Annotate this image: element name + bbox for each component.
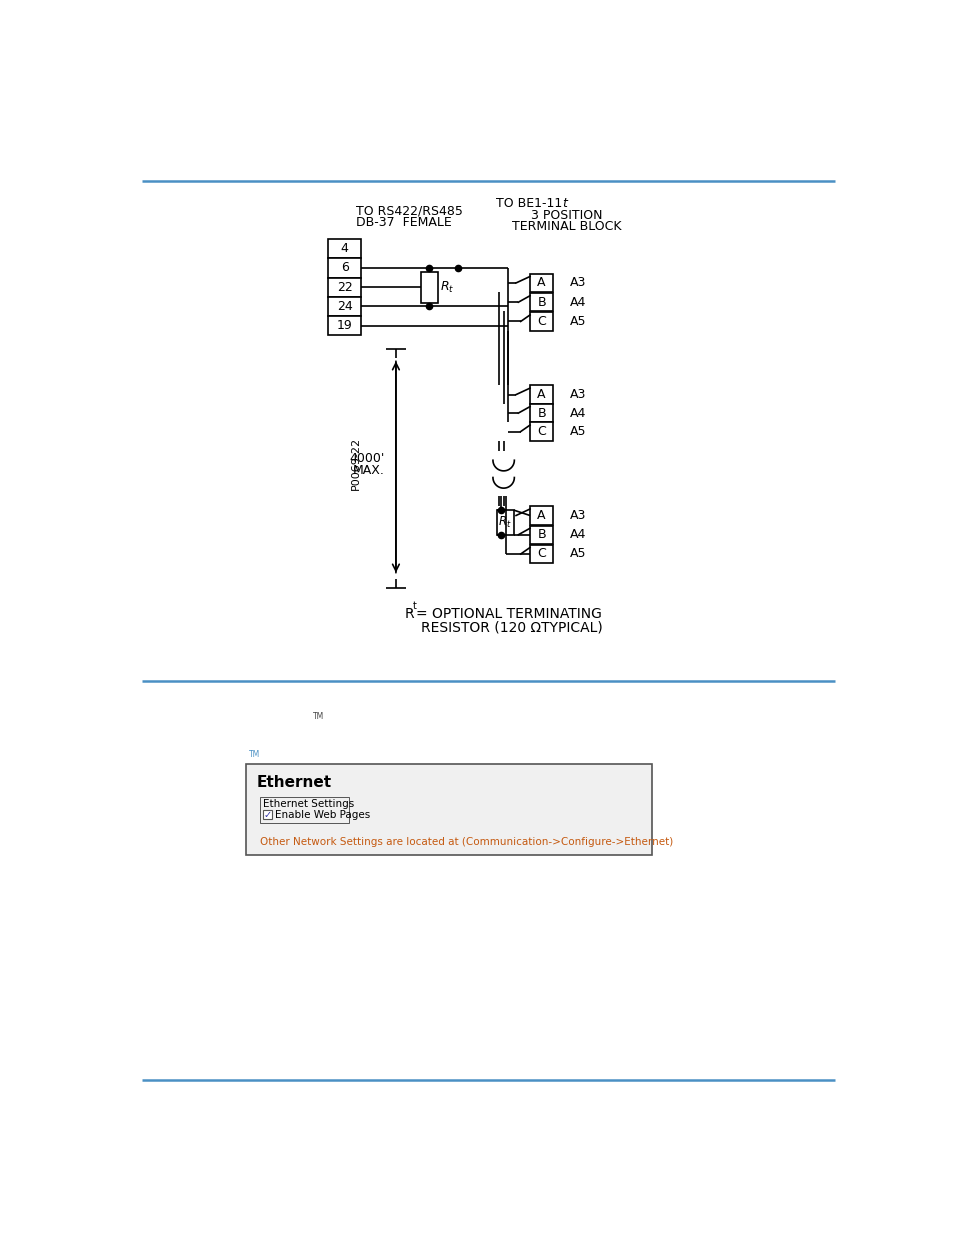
- Bar: [530, 293, 553, 311]
- Bar: [328, 296, 360, 316]
- Bar: [530, 312, 553, 331]
- Text: A5: A5: [570, 315, 586, 329]
- Text: 4: 4: [340, 242, 349, 256]
- Text: TO RS422/RS485: TO RS422/RS485: [355, 205, 462, 217]
- Text: A4: A4: [570, 529, 586, 541]
- Text: A4: A4: [570, 406, 586, 420]
- Text: t: t: [561, 198, 566, 210]
- Text: A4: A4: [570, 295, 586, 309]
- Text: A5: A5: [570, 547, 586, 561]
- Bar: [245, 764, 652, 855]
- Text: A3: A3: [570, 388, 586, 401]
- Bar: [530, 545, 553, 563]
- Text: A5: A5: [570, 425, 586, 438]
- Bar: [530, 506, 553, 525]
- Text: MAX.: MAX.: [352, 464, 384, 478]
- Bar: [497, 510, 513, 535]
- Text: 4000': 4000': [349, 452, 384, 466]
- Text: C: C: [537, 425, 545, 438]
- Bar: [420, 272, 437, 303]
- Text: 3 POSITION: 3 POSITION: [531, 209, 602, 222]
- Text: 24: 24: [336, 300, 353, 312]
- Text: ✓: ✓: [263, 810, 272, 820]
- Text: TERMINAL BLOCK: TERMINAL BLOCK: [512, 220, 621, 233]
- Text: TM: TM: [249, 751, 260, 760]
- Text: 6: 6: [340, 262, 349, 274]
- Bar: [259, 797, 348, 823]
- Text: $R_t$: $R_t$: [497, 515, 512, 530]
- Text: DB-37  FEMALE: DB-37 FEMALE: [355, 216, 451, 230]
- Text: B: B: [537, 295, 545, 309]
- Text: RESISTOR (120 ΩTYPICAL): RESISTOR (120 ΩTYPICAL): [421, 620, 602, 634]
- Text: B: B: [537, 406, 545, 420]
- Bar: [530, 385, 553, 404]
- Text: Ethernet Settings: Ethernet Settings: [263, 799, 355, 809]
- Text: A: A: [537, 388, 545, 401]
- Text: Other Network Settings are located at (Communication->Configure->Ethernet): Other Network Settings are located at (C…: [259, 837, 672, 847]
- Text: A3: A3: [570, 277, 586, 289]
- Text: A: A: [537, 509, 545, 522]
- Text: $R_t$: $R_t$: [439, 279, 454, 295]
- Text: t: t: [413, 601, 416, 611]
- Text: R: R: [404, 608, 414, 621]
- Bar: [328, 240, 360, 258]
- Text: 19: 19: [336, 319, 353, 332]
- Text: TM: TM: [313, 711, 324, 721]
- Text: A: A: [537, 277, 545, 289]
- Bar: [328, 316, 360, 336]
- Text: B: B: [537, 529, 545, 541]
- Bar: [263, 810, 272, 819]
- Text: = OPTIONAL TERMINATING: = OPTIONAL TERMINATING: [416, 608, 601, 621]
- Bar: [328, 278, 360, 296]
- Bar: [530, 274, 553, 293]
- Text: TO BE1-11: TO BE1-11: [495, 198, 561, 210]
- Text: A3: A3: [570, 509, 586, 522]
- Bar: [530, 422, 553, 441]
- Text: Ethernet: Ethernet: [256, 776, 332, 790]
- Text: C: C: [537, 315, 545, 329]
- Bar: [328, 258, 360, 278]
- Bar: [530, 404, 553, 422]
- Text: Enable Web Pages: Enable Web Pages: [274, 810, 370, 820]
- Text: C: C: [537, 547, 545, 561]
- Bar: [530, 526, 553, 543]
- Text: P0069-22: P0069-22: [351, 437, 360, 490]
- Text: 22: 22: [336, 280, 353, 294]
